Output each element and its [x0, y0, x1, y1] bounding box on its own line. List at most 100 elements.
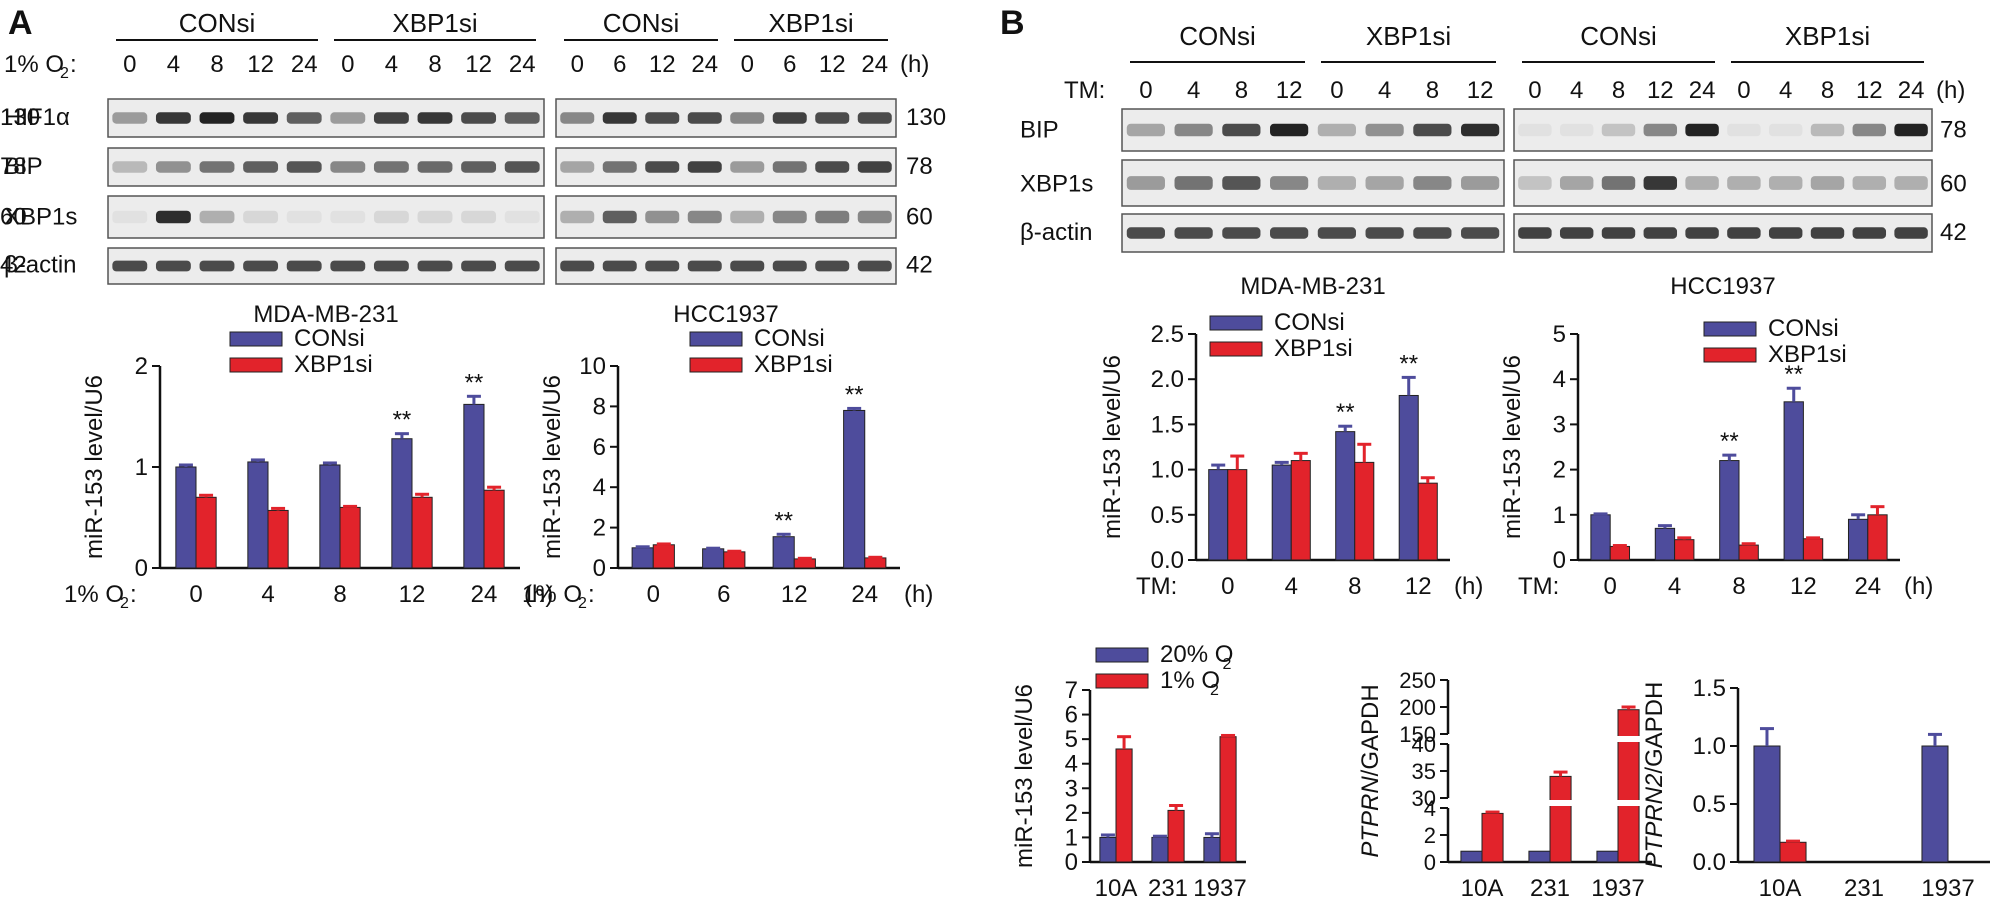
y-tick-label: 4 [1424, 796, 1436, 821]
blot-lane-label: 0 [1528, 77, 1541, 104]
y-tick-label: 4 [1553, 366, 1566, 393]
axis-break-gap [1438, 800, 1652, 806]
blot-band [1126, 123, 1165, 137]
blot-band [330, 161, 366, 173]
blot-lane-label: 4 [1779, 77, 1792, 104]
blot-lane-label: 0 [1139, 77, 1152, 104]
blot-row-label: BIP [1020, 117, 1059, 144]
legend-subscript: 2 [1223, 656, 1232, 673]
y-tick-label: 150 [1399, 722, 1436, 747]
blot-band [1894, 176, 1928, 190]
blot-mw-label: 130 [906, 104, 946, 131]
blot-band [1317, 227, 1356, 239]
legend-label: XBP1si [1768, 341, 1847, 368]
blot-band [815, 260, 850, 272]
blot-lane-label: 8 [1235, 77, 1248, 104]
blot-band [1894, 227, 1928, 239]
blot-band [645, 210, 680, 224]
blot-band [687, 161, 722, 173]
blot-band [645, 161, 680, 173]
chart-cB5: 0.0 0.5 1.0 1.5 PTPRN2/GAPDH 10A 231 1937 [1641, 675, 1990, 902]
blot-lane-label: 0 [1737, 77, 1750, 104]
blot-band [155, 210, 191, 224]
bar-red [1609, 545, 1631, 561]
y-tick-label: 1 [1065, 824, 1078, 851]
blot-band [461, 260, 497, 272]
blot-lane-label: 4 [1570, 77, 1583, 104]
bar-blue [1921, 745, 1949, 863]
blot-band [1413, 176, 1452, 190]
bar-blue [1203, 836, 1221, 863]
legend-label: CONsi [1274, 309, 1345, 336]
blot-band [1685, 227, 1719, 239]
bar-red [1549, 775, 1572, 863]
y-tick-label: 40 [1412, 732, 1436, 757]
y-tick-label: 5 [1553, 321, 1566, 348]
blot-mw-label: 130 [0, 104, 40, 131]
blot-lane-label: 12 [1647, 77, 1674, 104]
blot-band [687, 260, 722, 272]
blot-band [504, 210, 540, 224]
y-tick-label: 4 [1065, 751, 1078, 778]
bar-blue [1398, 394, 1419, 561]
legend-swatch [689, 357, 743, 373]
blot-band [1727, 123, 1761, 137]
y-tick-label: 1.0 [1693, 733, 1726, 760]
blot-row-label: XBP1s [1020, 170, 1093, 197]
blot-band [1270, 227, 1309, 239]
y-axis-label: PTPRN2/GAPDH [1641, 682, 1668, 869]
blot-band [1174, 227, 1213, 239]
blot-group-label: CONsi [1179, 21, 1256, 51]
blot-band [1685, 176, 1719, 190]
bar-red [1290, 460, 1311, 561]
bar-blue [247, 461, 269, 569]
bar-red [483, 489, 505, 569]
legend-swatch [1095, 673, 1149, 689]
blot-group-label: XBP1si [1785, 21, 1870, 51]
blot-cell-line-label: MDA-MB-231 [1240, 273, 1385, 300]
x-prefix-colon: : [588, 581, 595, 608]
bar-red [1481, 812, 1504, 863]
blot-lane-label: 8 [1426, 77, 1439, 104]
x-tick-label: 24 [1854, 573, 1881, 600]
blot-treatment-label: 1% O [4, 51, 64, 78]
axis-break-gap [1438, 736, 1652, 742]
blot-band [560, 260, 595, 272]
blot-band [1317, 176, 1356, 190]
bar-red [1354, 461, 1375, 561]
blot-lane-label: 4 [385, 51, 398, 78]
x-unit-label: (h) [904, 581, 933, 608]
y-tick-label: 0 [135, 555, 148, 582]
bar-red [1779, 841, 1807, 863]
blot-band [1852, 123, 1887, 137]
blot-row-label: BIP [4, 153, 43, 180]
blot-lane-label: 4 [1378, 77, 1391, 104]
blot-lane-label: 12 [1467, 77, 1494, 104]
x-unit-label: (h) [1904, 573, 1933, 600]
legend-label: CONsi [754, 325, 825, 352]
blot-band [373, 112, 409, 124]
bar-blue [1719, 460, 1740, 561]
significance-marker: ** [845, 381, 864, 408]
blot-group-label: CONsi [179, 8, 256, 38]
x-tick-label: 10A [1095, 875, 1138, 902]
legend-swatch [229, 357, 283, 373]
blot-treatment-label: TM: [1064, 77, 1105, 104]
bar-red [723, 551, 746, 569]
y-tick-label: 8 [593, 393, 606, 420]
bar-red [1417, 482, 1438, 561]
bar-blue [1596, 850, 1619, 863]
blot-band [243, 161, 279, 173]
bar-red [1167, 809, 1185, 863]
x-prefix-subscript: 2 [578, 595, 587, 612]
bar-blue [631, 547, 654, 569]
blot-band [155, 112, 191, 124]
y-tick-label: 35 [1412, 759, 1436, 784]
blot-band [1852, 227, 1887, 239]
blot-row-label: β-actin [1020, 219, 1093, 246]
blot-lane-label: 24 [291, 51, 318, 78]
